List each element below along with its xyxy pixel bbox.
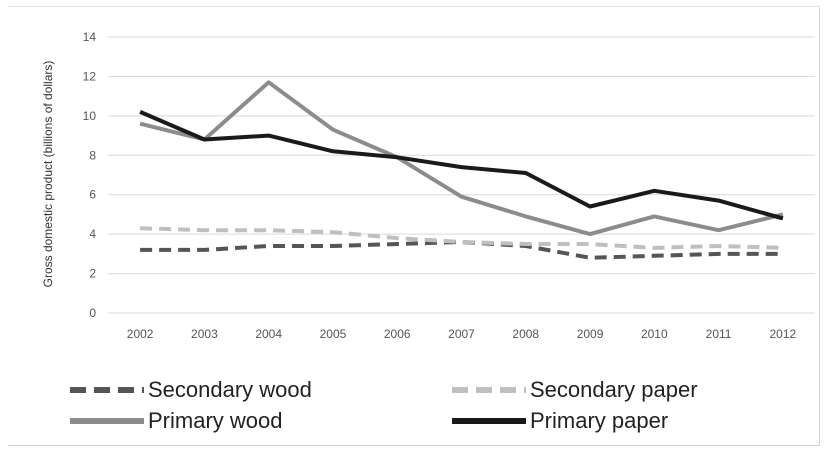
- y-tick-label: 0: [89, 306, 96, 320]
- x-tick-label: 2011: [706, 327, 732, 341]
- series-lines: [139, 80, 784, 260]
- chart-frame: [8, 6, 820, 446]
- x-tick-label: 2008: [512, 327, 539, 341]
- x-tick-label: 2005: [320, 327, 347, 341]
- x-tick-label: 2009: [577, 327, 604, 341]
- y-axis-label: Gross domestic product (billions of doll…: [41, 61, 55, 288]
- y-axis-ticks: 0 2 4 6 8 10 12 14: [83, 30, 97, 320]
- legend: Secondary wood Secondary paper Primary woo…: [70, 377, 698, 433]
- y-tick-label: 2: [89, 267, 96, 281]
- series-line-primary-wood: [139, 80, 784, 237]
- x-tick-label: 2004: [255, 327, 282, 341]
- x-tick-label: 2002: [127, 327, 154, 341]
- legend-label-secondary-wood: Secondary wood: [148, 377, 312, 402]
- y-tick-label: 8: [89, 148, 96, 162]
- y-tick-label: 14: [83, 30, 97, 44]
- series-line-primary-paper: [139, 110, 784, 221]
- legend-label-secondary-paper: Secondary paper: [530, 377, 698, 402]
- x-tick-label: 2012: [770, 327, 797, 341]
- x-tick-label: 2006: [384, 327, 411, 341]
- x-tick-label: 2007: [448, 327, 475, 341]
- series-line-secondary-wood: [140, 240, 783, 260]
- y-tick-label: 10: [83, 109, 97, 123]
- x-tick-label: 2003: [191, 327, 218, 341]
- y-tick-label: 6: [89, 188, 96, 202]
- legend-label-primary-paper: Primary paper: [530, 408, 668, 433]
- x-axis-ticks: 2002 2003 2004 2005 2006 2007 2008 2009 2010 2011…: [127, 327, 797, 341]
- gridlines: [108, 36, 815, 314]
- legend-label-primary-wood: Primary wood: [148, 408, 282, 433]
- y-tick-label: 12: [83, 69, 97, 83]
- series-line-secondary-paper: [140, 226, 783, 250]
- x-tick-label: 2010: [641, 327, 668, 341]
- y-tick-label: 4: [89, 227, 96, 241]
